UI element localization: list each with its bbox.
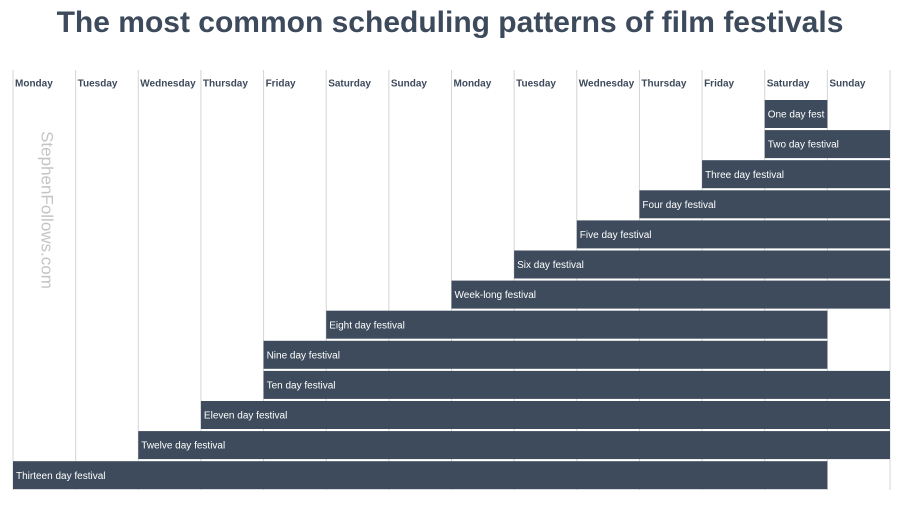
bar-label: Six day festival — [517, 260, 584, 271]
bar-label: Ten day festival — [267, 381, 336, 392]
x-tick-label: Wednesday — [579, 79, 635, 90]
x-tick-label: Thursday — [641, 79, 686, 90]
x-tick-label: Friday — [266, 79, 296, 90]
bar-label: Twelve day festival — [141, 441, 225, 452]
bars: One day fest Two day festival Three day fe… — [13, 100, 891, 490]
bar — [138, 431, 891, 460]
bar-label: Eight day festival — [329, 320, 405, 331]
bar — [576, 220, 890, 249]
bar — [764, 100, 828, 128]
x-tick-label: Sunday — [391, 79, 428, 90]
watermark: StephenFollows.com — [38, 131, 57, 289]
bar-label: Three day festival — [705, 170, 784, 181]
x-tick-label: Wednesday — [140, 79, 196, 90]
bar-label: Thirteen day festival — [16, 471, 106, 482]
bar-label: Nine day festival — [267, 350, 340, 361]
bar — [514, 250, 890, 279]
x-tick-label: Thursday — [203, 79, 248, 90]
bar — [451, 280, 890, 309]
x-tick-label: Tuesday — [516, 79, 556, 90]
x-tick-label: Saturday — [767, 79, 810, 90]
bar — [200, 401, 890, 429]
x-tick-label: Monday — [15, 79, 53, 90]
bar-label: Four day festival — [642, 200, 715, 211]
bar — [326, 310, 828, 339]
bar-label: Eleven day festival — [204, 411, 287, 422]
bar — [263, 370, 891, 399]
x-tick-label: Monday — [454, 79, 492, 90]
x-tick-label: Friday — [704, 79, 734, 90]
bar — [263, 340, 828, 369]
bar-label: Week-long festival — [455, 290, 537, 301]
bar-label: One day fest — [768, 110, 825, 121]
bar-label: Five day festival — [580, 230, 652, 241]
x-tick-label: Tuesday — [78, 79, 118, 90]
bar — [702, 160, 890, 189]
x-tick-label: Saturday — [328, 79, 371, 90]
chart-title: The most common scheduling patterns of f… — [57, 6, 844, 39]
bar-label: Two day festival — [768, 140, 839, 151]
bar — [13, 461, 828, 490]
bar — [764, 130, 890, 159]
x-tick-label: Sunday — [829, 79, 866, 90]
bar — [639, 190, 890, 219]
